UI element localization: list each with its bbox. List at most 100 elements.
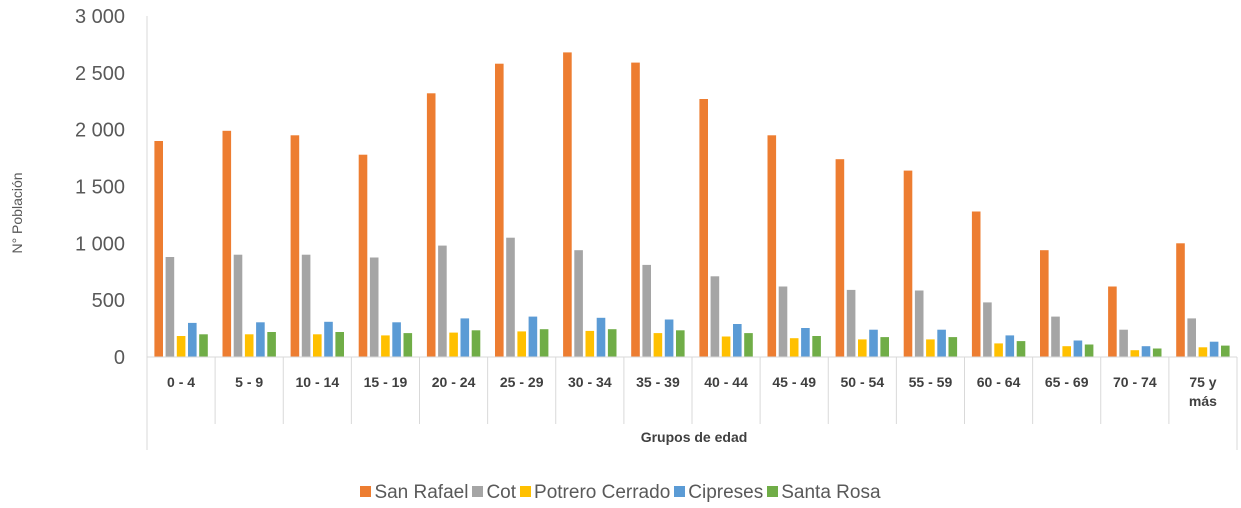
x-category-label: 65 - 69	[1045, 374, 1089, 390]
bar	[563, 52, 572, 358]
bar	[699, 99, 708, 357]
x-category-label: 0 - 4	[167, 374, 195, 390]
bar	[471, 330, 481, 357]
bar	[744, 333, 753, 357]
bar	[733, 324, 742, 357]
bar	[914, 290, 924, 357]
legend-item: Cipreses	[674, 482, 763, 504]
y-tick-label: 0	[114, 347, 125, 369]
bar	[313, 334, 322, 357]
bar	[1119, 329, 1128, 357]
bar	[585, 330, 595, 357]
bar	[1084, 344, 1094, 357]
bar	[971, 211, 981, 357]
y-tick-label: 1 000	[75, 233, 125, 255]
bar	[1209, 341, 1219, 357]
bar	[846, 289, 856, 357]
legend-label: Cot	[486, 482, 517, 503]
y-tick-label: 2 000	[75, 120, 125, 142]
bar	[392, 322, 401, 357]
bar	[301, 254, 311, 357]
x-axis-title: Grupos de edad	[641, 429, 748, 445]
x-category-label: 5 - 9	[235, 374, 263, 390]
bar	[1062, 346, 1071, 357]
bar	[188, 322, 197, 357]
legend-label: Santa Rosa	[781, 482, 881, 503]
bar	[948, 337, 958, 357]
bar	[426, 93, 436, 358]
x-category-label: 50 - 54	[841, 374, 885, 390]
bar	[244, 334, 254, 357]
x-category-label: 75 y más	[1189, 374, 1217, 409]
bar	[607, 329, 617, 357]
bars	[154, 52, 1230, 358]
bar	[403, 333, 413, 357]
bar	[903, 170, 913, 357]
bar	[642, 264, 651, 357]
bar	[1187, 318, 1196, 357]
legend-item: Santa Rosa	[767, 482, 881, 504]
bar	[596, 317, 606, 357]
bar	[926, 339, 935, 357]
bar	[506, 237, 515, 357]
x-category-label: 35 - 39	[636, 374, 680, 390]
bar	[1073, 340, 1083, 357]
x-category-label: 45 - 49	[772, 374, 816, 390]
legend-item: Potrero Cerrado	[520, 482, 670, 504]
legend-item: Cot	[472, 482, 516, 504]
bar	[460, 318, 470, 357]
bar	[1016, 341, 1026, 357]
bar	[631, 62, 640, 357]
legend-swatch	[674, 486, 686, 497]
x-category-label: 15 - 19	[364, 374, 408, 390]
y-axis-title: N° Población	[9, 172, 25, 253]
legend-swatch	[472, 486, 484, 497]
bar	[1198, 347, 1208, 357]
y-tick-label: 1 500	[75, 177, 125, 199]
legend-label: San Rafael	[374, 482, 469, 503]
bar	[676, 330, 685, 357]
bar	[653, 333, 663, 357]
x-category-label: 55 - 59	[909, 374, 953, 390]
y-tick-label: 2 500	[75, 63, 125, 85]
bar	[1108, 286, 1117, 357]
bar	[1130, 350, 1140, 357]
bar	[835, 159, 845, 357]
y-tick-label: 3 000	[75, 6, 125, 28]
bar	[994, 343, 1003, 357]
x-category-label: 70 - 74	[1113, 374, 1157, 390]
bar	[358, 154, 368, 357]
bar	[449, 332, 458, 357]
bar	[1176, 243, 1185, 357]
bar	[1152, 348, 1162, 357]
bar	[801, 328, 810, 357]
x-category-label: 20 - 24	[432, 374, 476, 390]
bar	[335, 332, 344, 357]
bar	[1221, 345, 1230, 357]
x-axis: 0 - 4 5 - 9 10 - 14 15 - 19 20 - 24 25 - 29 30…	[146, 356, 1238, 450]
bar	[154, 141, 163, 357]
bar	[517, 331, 526, 357]
legend-swatch	[520, 486, 532, 497]
bar	[937, 329, 946, 357]
x-category-label: 10 - 14	[296, 374, 340, 390]
bar	[710, 276, 720, 357]
bar	[222, 130, 232, 357]
x-category-label: 30 - 34	[568, 374, 612, 390]
bar	[869, 329, 878, 357]
bar	[539, 329, 549, 357]
bar	[199, 334, 208, 357]
bar	[1141, 346, 1151, 357]
bar	[778, 286, 788, 357]
bar	[574, 250, 583, 357]
legend-label: Potrero Cerrado	[534, 482, 671, 503]
bar-chart: 0 500 1 000 1 500 2 000 2 500 3 000 0 - 4 5 - 9…	[9, 6, 1238, 450]
bar	[1005, 335, 1015, 357]
y-axis-ticks: 0 500 1 000 1 500 2 000 2 500 3 000	[75, 6, 125, 369]
bar	[290, 135, 300, 357]
legend-label: Cipreses	[688, 482, 764, 503]
bar	[495, 63, 504, 357]
bar	[664, 319, 674, 357]
bar	[880, 337, 889, 357]
bar	[267, 332, 276, 357]
